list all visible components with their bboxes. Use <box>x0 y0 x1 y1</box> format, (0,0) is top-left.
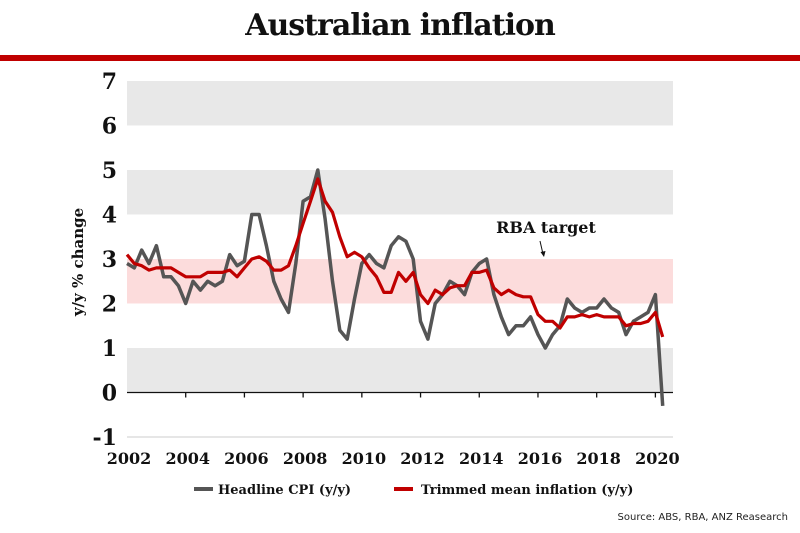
y-tick-label: -1 <box>93 425 117 451</box>
y-tick-label: 1 <box>102 336 117 362</box>
y-tick-label: 5 <box>102 158 117 184</box>
series-line-trimmed-mean <box>125 177 665 338</box>
legend-label-trimmed: Trimmed mean inflation (y/y) <box>421 483 633 498</box>
chart-title: Australian inflation <box>245 8 556 43</box>
x-tick-label: 2018 <box>576 449 621 468</box>
x-tick-label: 2012 <box>400 449 445 468</box>
x-tick-label: 2006 <box>224 449 269 468</box>
source-note: Source: ABS, RBA, ANZ Reasearch <box>617 512 788 523</box>
annotation-arrow <box>539 240 546 257</box>
grid-band <box>127 170 673 215</box>
y-tick-label: 2 <box>102 292 117 318</box>
y-tick-label: 6 <box>102 114 117 140</box>
grid-band <box>127 348 673 393</box>
legend: Headline CPI (y/y) Trimmed mean inflatio… <box>194 483 633 498</box>
x-tick-label: 2004 <box>165 449 210 468</box>
x-tick-label: 2010 <box>342 449 387 468</box>
y-tick-label: 7 <box>102 69 117 95</box>
rba-target-annotation: RBA target <box>496 218 596 237</box>
title-rule <box>0 55 800 61</box>
y-tick-label: 0 <box>102 381 117 407</box>
grid-band <box>127 81 673 126</box>
x-tick-label: 2014 <box>459 449 504 468</box>
rba-target-band <box>127 259 673 304</box>
series-line-headline-cpi <box>126 168 665 407</box>
x-tick-label: 2002 <box>107 449 152 468</box>
x-tick-label: 2020 <box>635 449 680 468</box>
y-tick-label: 3 <box>102 247 117 273</box>
y-tick-label: 4 <box>102 203 117 229</box>
legend-label-headline: Headline CPI (y/y) <box>218 483 351 498</box>
y-axis-label: y/y % change <box>69 208 87 317</box>
x-tick-label: 2008 <box>283 449 328 468</box>
x-tick-label: 2016 <box>518 449 563 468</box>
